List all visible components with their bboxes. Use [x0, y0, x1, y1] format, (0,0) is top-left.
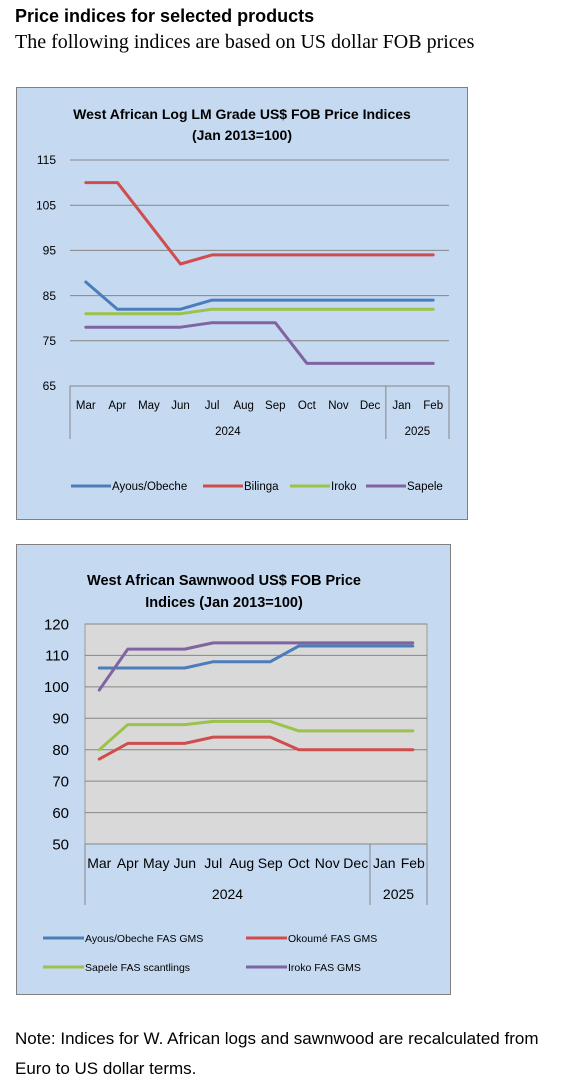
x-tick-label: Oct — [288, 855, 310, 871]
y-tick-label: 105 — [36, 198, 56, 212]
y-tick-label: 95 — [43, 244, 57, 258]
y-tick-label: 70 — [52, 773, 69, 790]
x-tick-label: Jun — [171, 400, 190, 412]
x-tick-label: Mar — [76, 400, 96, 412]
x-tick-label: Feb — [401, 855, 425, 871]
series-line-1 — [97, 735, 415, 761]
y-tick-label: 75 — [43, 334, 57, 348]
legend-label: Bilinga — [244, 481, 279, 493]
y-tick-label: 85 — [43, 289, 57, 303]
x-tick-label: May — [143, 855, 169, 871]
legend-label: Iroko FAS GMS — [288, 962, 361, 974]
x-tick-label: Feb — [423, 400, 443, 412]
x-tick-label: Mar — [87, 855, 111, 871]
x-tick-label: Jul — [205, 400, 220, 412]
x-group-label: 2024 — [215, 426, 241, 438]
y-tick-label: 120 — [44, 616, 69, 633]
sawnwood-price-chart: West African Sawnwood US$ FOB Price Indic… — [43, 573, 428, 974]
x-tick-label: Sep — [258, 855, 283, 871]
series-line-1 — [84, 181, 435, 266]
legend-label: Iroko — [331, 481, 357, 493]
legend-label: Sapele FAS scantlings — [85, 962, 190, 974]
x-tick-label: Aug — [229, 855, 254, 871]
x-tick-label: Aug — [233, 400, 253, 412]
chart-title: Indices (Jan 2013=100) — [145, 595, 303, 611]
legend-label: Ayous/Obeche — [112, 481, 187, 493]
log-price-chart: West African Log LM Grade US$ FOB Price … — [36, 106, 450, 493]
series-line-3 — [97, 641, 415, 692]
y-tick-label: 110 — [45, 648, 69, 665]
chart-title: (Jan 2013=100) — [192, 127, 292, 143]
x-tick-label: Jan — [373, 855, 396, 871]
x-tick-label: Apr — [108, 400, 126, 412]
legend-label: Ayous/Obeche FAS GMS — [85, 933, 203, 945]
x-tick-label: May — [138, 400, 160, 412]
legend-label: Sapele — [407, 481, 443, 493]
x-tick-label: Jul — [204, 855, 222, 871]
y-tick-label: 100 — [44, 679, 69, 696]
y-tick-label: 80 — [52, 742, 69, 759]
y-tick-label: 65 — [43, 379, 57, 393]
legend-label: Okoumé FAS GMS — [288, 933, 377, 945]
x-tick-label: Jan — [392, 400, 411, 412]
x-tick-label: Oct — [298, 400, 317, 412]
x-group-label: 2024 — [212, 886, 243, 902]
chart-title: West African Sawnwood US$ FOB Price — [87, 573, 361, 589]
log-price-chart-panel: West African Log LM Grade US$ FOB Price … — [16, 87, 468, 520]
x-tick-label: Nov — [315, 855, 340, 871]
x-group-label: 2025 — [383, 886, 414, 902]
x-tick-label: Sep — [265, 400, 285, 412]
series-line-0 — [84, 280, 435, 311]
series-line-3 — [84, 321, 435, 365]
series-line-2 — [84, 307, 435, 316]
page-heading: Price indices for selected products — [15, 6, 315, 26]
x-group-label: 2025 — [405, 426, 431, 438]
sawnwood-price-chart-panel: West African Sawnwood US$ FOB Price Indic… — [16, 544, 451, 995]
y-tick-label: 50 — [52, 836, 69, 853]
series-line-2 — [97, 719, 415, 752]
x-tick-label: Jun — [173, 855, 196, 871]
y-tick-label: 90 — [52, 711, 69, 728]
y-tick-label: 115 — [37, 153, 56, 167]
chart-title: West African Log LM Grade US$ FOB Price … — [73, 106, 411, 122]
x-tick-label: Nov — [328, 400, 349, 412]
footnote: Note: Indices for W. African logs and sa… — [15, 1029, 539, 1078]
x-tick-label: Dec — [343, 855, 368, 871]
page-subheading: The following indices are based on US do… — [15, 31, 475, 53]
series-line-0 — [97, 644, 415, 670]
plot-area — [84, 623, 428, 845]
x-tick-label: Apr — [117, 855, 139, 871]
x-tick-label: Dec — [360, 400, 381, 412]
y-tick-label: 60 — [52, 805, 69, 822]
